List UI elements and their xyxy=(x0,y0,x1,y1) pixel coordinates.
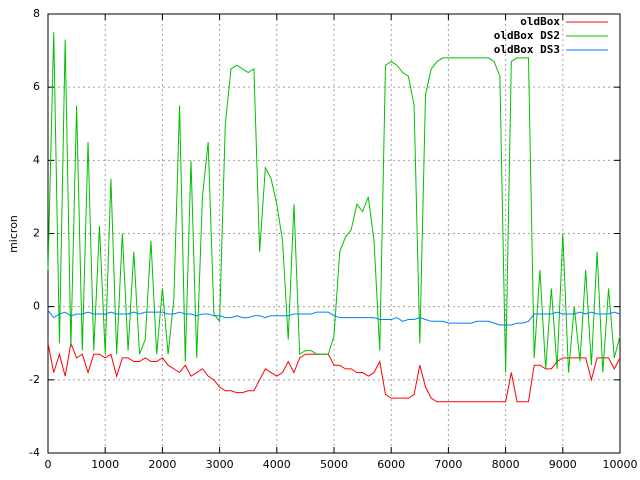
series-line xyxy=(47,341,621,403)
series-line xyxy=(47,32,621,373)
legend-label: oldBox DS3 xyxy=(494,43,560,56)
x-tick-label: 7000 xyxy=(434,458,462,471)
x-tick-label: 10000 xyxy=(603,458,638,471)
x-tick-label: 1000 xyxy=(91,458,119,471)
y-tick-label: 8 xyxy=(33,7,40,20)
x-tick-label: 0 xyxy=(45,458,52,471)
y-tick-label: 4 xyxy=(33,153,40,166)
plot-frame xyxy=(47,13,621,454)
x-tick-label: 6000 xyxy=(377,458,405,471)
y-axis-label: micron xyxy=(7,215,20,253)
y-tick-label: 6 xyxy=(33,80,40,93)
x-tick-label: 5000 xyxy=(320,458,348,471)
series-line xyxy=(47,310,621,326)
x-tick-label: 2000 xyxy=(148,458,176,471)
y-tick-label: -4 xyxy=(29,446,40,459)
x-tick-label: 4000 xyxy=(263,458,291,471)
x-tick-label: 9000 xyxy=(549,458,577,471)
legend-label: oldBox xyxy=(520,15,560,28)
x-tick-label: 8000 xyxy=(492,458,520,471)
x-tick-label: 3000 xyxy=(206,458,234,471)
y-tick-label: -2 xyxy=(29,373,40,386)
legend-label: oldBox DS2 xyxy=(494,29,560,42)
y-tick-label: 0 xyxy=(33,300,40,313)
y-tick-label: 2 xyxy=(33,227,40,240)
